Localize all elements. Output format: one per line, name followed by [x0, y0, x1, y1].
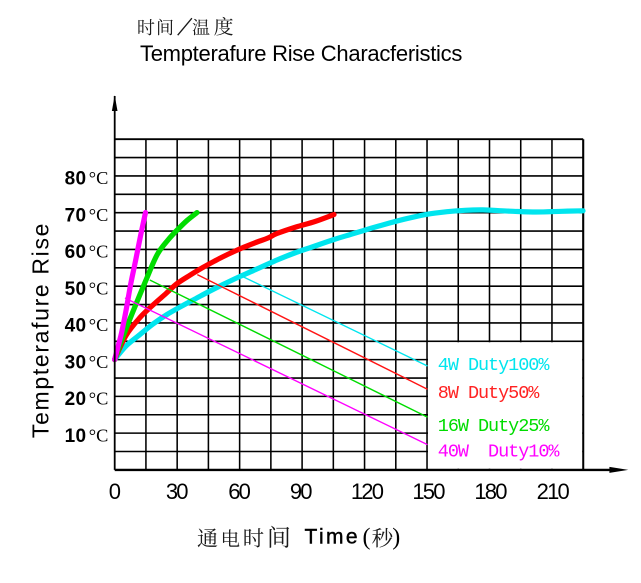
svg-text:(: ( [363, 525, 371, 551]
svg-text:180: 180 [474, 479, 507, 504]
svg-text:40W Duty10%: 40W Duty10% [438, 441, 561, 462]
svg-text:120: 120 [351, 479, 384, 504]
svg-text:°C: °C [89, 389, 109, 409]
svg-text:16W Duty25%: 16W Duty25% [438, 416, 551, 437]
svg-text:Time: Time [305, 526, 361, 549]
svg-text:4W Duty100%: 4W Duty100% [438, 355, 551, 376]
svg-text:°C: °C [89, 352, 109, 372]
svg-text:20: 20 [65, 389, 87, 410]
svg-text:90: 90 [290, 479, 312, 504]
svg-text:30: 30 [65, 352, 87, 373]
svg-text:Tempterafure Rise: Tempterafure Rise [28, 222, 54, 438]
svg-text:210: 210 [537, 479, 570, 504]
svg-text:°C: °C [89, 426, 109, 446]
svg-text:): ) [392, 525, 400, 551]
svg-text:°C: °C [89, 168, 109, 188]
svg-text:10: 10 [65, 426, 87, 447]
svg-text:60: 60 [228, 479, 250, 504]
svg-text:150: 150 [412, 479, 445, 504]
svg-text:80: 80 [65, 169, 87, 190]
svg-text:°C: °C [89, 279, 109, 299]
svg-text:30: 30 [166, 479, 188, 504]
svg-text:8W Duty50%: 8W Duty50% [438, 383, 540, 404]
svg-text:°C: °C [89, 315, 109, 335]
svg-text:Tempterafure Rise Characferist: Tempterafure Rise Characferistics [140, 41, 462, 66]
svg-text:50: 50 [65, 279, 87, 300]
svg-text:°C: °C [89, 242, 109, 262]
svg-text:°C: °C [89, 205, 109, 225]
svg-text:60: 60 [65, 242, 87, 263]
svg-text:70: 70 [65, 205, 87, 226]
svg-text:40: 40 [65, 316, 87, 337]
svg-text:0: 0 [109, 479, 121, 504]
